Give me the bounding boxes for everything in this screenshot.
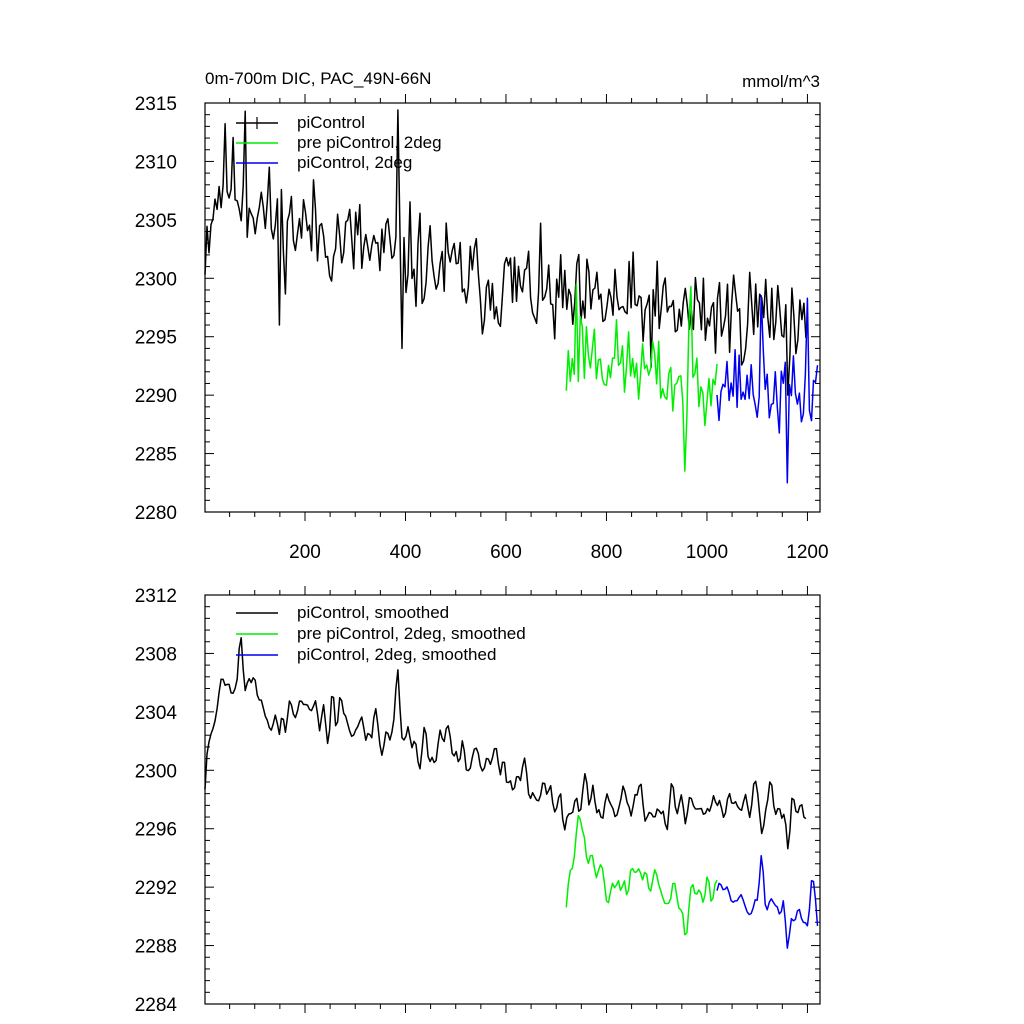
x-tick-label: 1000 [686, 542, 728, 563]
series-line-bottom-0 [204, 637, 807, 850]
legend-label-pre-picontrol-2deg-smoothed: pre piControl, 2deg, smoothed [297, 624, 526, 643]
x-tick-label: 800 [591, 542, 623, 563]
panel-top-plot-area [204, 102, 821, 513]
series-line-top-1 [565, 283, 718, 472]
panel-bottom-legend: piControl, smoothed pre piControl, 2deg,… [236, 603, 526, 664]
panel-top-units: mmol/m^3 [742, 72, 820, 91]
y-tick-label: 2285 [135, 445, 177, 466]
panel-bottom-plot-area [204, 594, 821, 1005]
panel-top-title: 0m-700m DIC, PAC_49N-66N [205, 69, 431, 88]
y-tick-label: 2310 [135, 152, 177, 173]
y-tick-label: 2312 [135, 586, 177, 607]
panel-bottom-series [204, 637, 819, 949]
panel-top-legend: piControl pre piControl, 2deg piControl,… [236, 113, 442, 172]
legend-label-picontrol: piControl [297, 113, 365, 132]
y-tick-label: 2290 [135, 386, 177, 407]
y-tick-label: 2288 [135, 937, 177, 958]
y-tick-label: 2315 [135, 94, 177, 115]
y-tick-label: 2304 [135, 703, 178, 724]
series-line-top-2 [716, 295, 819, 484]
y-tick-label: 2305 [135, 211, 177, 232]
y-tick-label: 2284 [135, 995, 178, 1016]
series-line-bottom-1 [565, 814, 718, 936]
y-tick-label: 2296 [135, 820, 177, 841]
y-tick-label: 2300 [135, 761, 177, 782]
y-tick-label: 2280 [135, 503, 177, 524]
y-tick-label: 2300 [135, 269, 177, 290]
y-tick-label: 2308 [135, 644, 177, 665]
series-line-top-0 [204, 109, 807, 396]
legend-label-picontrol-2deg-smoothed: piControl, 2deg, smoothed [297, 645, 496, 664]
y-tick-label: 2292 [135, 878, 177, 899]
panel-top-ticks: 2280 2285 2290 2295 2300 2305 2310 2315 200 400 60… [135, 94, 829, 563]
x-tick-label: 400 [390, 542, 422, 563]
panel-top: 0m-700m DIC, PAC_49N-66N mmol/m^3 228022… [135, 69, 829, 563]
x-tick-label: 600 [490, 542, 522, 563]
panel-bottom-ticks: 2284 2288 2292 2296 2300 2304 2308 2312 [135, 586, 820, 1016]
legend-label-picontrol-smoothed: piControl, smoothed [297, 603, 449, 622]
legend-label-picontrol-2deg: piControl, 2deg [297, 153, 412, 172]
series-line-bottom-2 [716, 854, 819, 949]
y-tick-label: 2295 [135, 328, 177, 349]
legend-label-pre-picontrol-2deg: pre piControl, 2deg [297, 133, 442, 152]
x-tick-label: 200 [289, 542, 321, 563]
x-tick-label: 1200 [786, 542, 828, 563]
panel-bottom: 2284 2288 2292 2296 2300 2304 2308 2312 piContr… [135, 586, 821, 1016]
panel-top-series [204, 109, 819, 484]
